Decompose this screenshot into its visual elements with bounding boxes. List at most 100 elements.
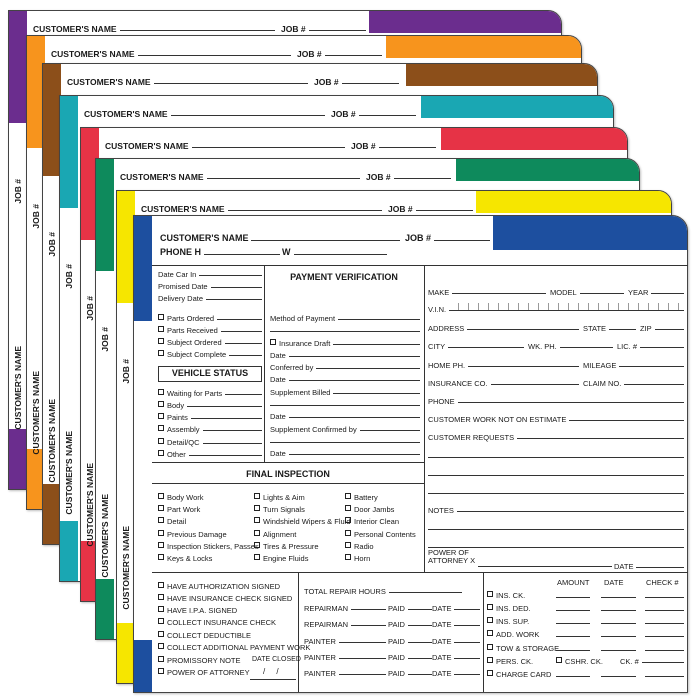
underline bbox=[217, 319, 262, 320]
field-label: Method of Payment bbox=[270, 313, 336, 323]
folder-tab bbox=[456, 159, 639, 181]
side-strip bbox=[81, 128, 99, 240]
form-field: ADD. WORK bbox=[487, 628, 553, 638]
rule bbox=[152, 265, 688, 266]
underline bbox=[468, 366, 579, 367]
form-field: Interior Clean bbox=[345, 515, 445, 525]
form-field: Conferred by bbox=[270, 361, 420, 371]
rule bbox=[645, 597, 684, 598]
field-label: HAVE I.P.A. SIGNED bbox=[167, 605, 238, 615]
field-label: PROMISSORY NOTE bbox=[167, 655, 241, 665]
checkbox bbox=[345, 554, 351, 560]
form-field: Inspection Stickers, Passes bbox=[158, 540, 259, 551]
form-field: PAID bbox=[388, 618, 432, 628]
form-field: PROMISSORY NOTE bbox=[158, 654, 298, 664]
customer-name-field: CUSTOMER'S NAME bbox=[160, 233, 400, 243]
checkbox bbox=[487, 670, 493, 676]
form-field: Detail bbox=[158, 515, 258, 525]
job-number-field: JOB # bbox=[331, 108, 416, 118]
form-field: TOTAL REPAIR HOURS bbox=[304, 585, 462, 595]
section-title: VEHICLE STATUS bbox=[171, 368, 249, 378]
job-number-field: JOB # bbox=[351, 140, 436, 150]
field-label: Lights & Aim bbox=[263, 492, 305, 502]
field-label: ADDRESS bbox=[428, 323, 465, 333]
form-field: TOW & STORAGE bbox=[487, 642, 559, 652]
form-field: Delivery Date bbox=[158, 292, 262, 302]
checkbox bbox=[487, 657, 493, 663]
field-label: Supplement Confirmed by bbox=[270, 424, 357, 434]
checkbox bbox=[158, 425, 164, 431]
checkbox bbox=[487, 591, 493, 597]
job-number-field: JOB # bbox=[297, 48, 382, 58]
rule bbox=[556, 623, 590, 624]
underline bbox=[324, 55, 382, 56]
checkbox bbox=[158, 326, 164, 332]
customer-name-field: CUSTOMER'S NAME bbox=[141, 203, 382, 213]
field-label: PAID bbox=[388, 619, 405, 629]
underline bbox=[338, 658, 386, 659]
form-field: HAVE INSURANCE CHECK SIGNED bbox=[158, 592, 298, 602]
field-label: HAVE AUTHORIZATION SIGNED bbox=[167, 581, 281, 591]
field-label: Keys & Locks bbox=[167, 553, 213, 563]
underline bbox=[448, 347, 524, 348]
form-field: PAINTER bbox=[304, 635, 386, 645]
field-label: CUSTOMER'S NAME bbox=[141, 203, 225, 214]
field-label: CSHR. CK. bbox=[565, 656, 603, 666]
rule bbox=[601, 610, 636, 611]
field-label: Inspection Stickers, Passes bbox=[167, 541, 259, 551]
section-title: PAYMENT VERIFICATION bbox=[290, 272, 398, 282]
underline bbox=[490, 384, 579, 385]
side-job-label: JOB # bbox=[47, 232, 57, 257]
underline bbox=[407, 642, 432, 643]
folder-tab bbox=[421, 96, 613, 118]
form-field: ZIP bbox=[640, 322, 684, 332]
form-field: Lights & Aim bbox=[254, 491, 354, 501]
field-label: HAVE INSURANCE CHECK SIGNED bbox=[167, 593, 293, 603]
rule bbox=[645, 636, 684, 637]
underline bbox=[407, 658, 432, 659]
side-strip bbox=[60, 96, 78, 208]
side-strip bbox=[81, 541, 99, 601]
underline bbox=[358, 115, 416, 116]
checkbox bbox=[158, 350, 164, 356]
form-field: ADDRESS bbox=[428, 322, 579, 332]
underline bbox=[454, 642, 480, 643]
field-label: DATE bbox=[432, 603, 452, 613]
form-field: Other bbox=[158, 448, 262, 458]
form-field: Assembly bbox=[158, 423, 262, 433]
form-field: Date bbox=[270, 410, 420, 420]
field-label: Insurance Draft bbox=[279, 338, 331, 348]
checkbox bbox=[487, 644, 493, 650]
form-field: LIC. # bbox=[617, 340, 684, 350]
checkbox bbox=[158, 438, 164, 444]
side-job-label: JOB # bbox=[85, 296, 95, 321]
checkbox bbox=[158, 618, 164, 624]
form-field: STATE bbox=[583, 322, 636, 332]
form-field: HOME PH. bbox=[428, 359, 579, 369]
field-label: NOTES bbox=[428, 505, 454, 515]
side-job-label: JOB # bbox=[13, 179, 23, 204]
underline bbox=[456, 511, 684, 512]
form-field: Date bbox=[270, 447, 420, 457]
field-label: YEAR bbox=[628, 287, 649, 297]
field-label: PERS. CK. bbox=[496, 656, 534, 666]
field-label: INS. SUP. bbox=[496, 616, 530, 626]
underline bbox=[338, 674, 386, 675]
underline bbox=[288, 380, 420, 381]
underline bbox=[293, 254, 387, 255]
underline bbox=[288, 454, 420, 455]
underline bbox=[569, 420, 684, 421]
form-field: PERS. CK. bbox=[487, 655, 553, 665]
underline bbox=[333, 393, 420, 394]
field-label: CK. # bbox=[620, 656, 639, 666]
form-field: CUSTOMER WORK NOT ON ESTIMATE bbox=[428, 413, 684, 423]
checkbox bbox=[254, 530, 260, 536]
checkbox bbox=[158, 554, 164, 560]
rule bbox=[270, 442, 420, 443]
underline bbox=[224, 343, 262, 344]
rule bbox=[270, 405, 420, 406]
side-strip bbox=[117, 623, 135, 683]
rule bbox=[483, 572, 484, 692]
field-label: HOME PH. bbox=[428, 360, 466, 370]
